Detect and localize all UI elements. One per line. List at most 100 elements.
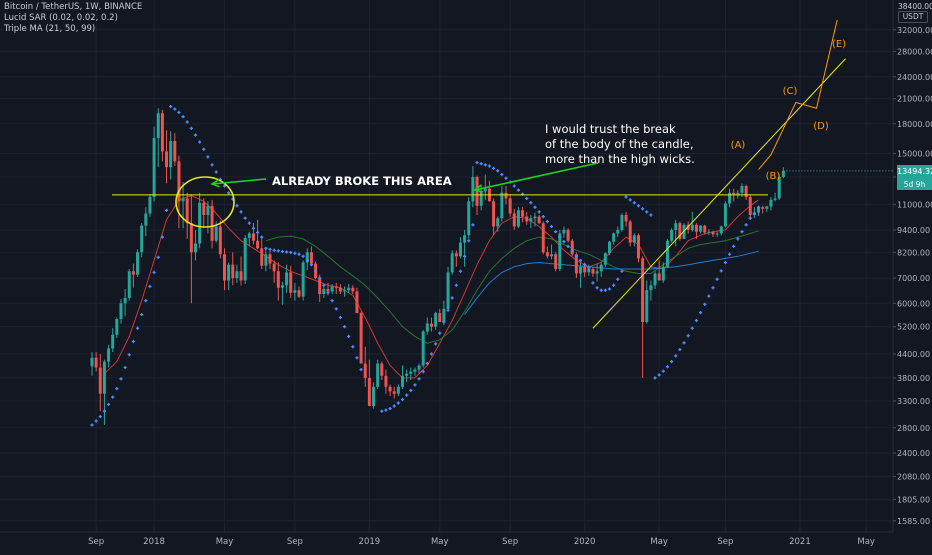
- sar-dot: [276, 249, 280, 253]
- candle: [595, 263, 599, 282]
- currency-unit[interactable]: USDT: [898, 11, 928, 23]
- sar-dot: [318, 276, 322, 280]
- time-tick-label: May: [216, 537, 234, 547]
- candle: [566, 228, 570, 243]
- candle: [210, 199, 214, 249]
- candle-body: [541, 223, 545, 253]
- sar-dot: [670, 359, 674, 364]
- candle-body: [173, 141, 177, 162]
- candle: [492, 198, 496, 236]
- parabolic-sar: [90, 104, 761, 427]
- candle-body: [533, 216, 537, 219]
- wave-e-label: (E): [832, 39, 846, 50]
- candle-body: [699, 225, 703, 232]
- candle: [148, 194, 152, 217]
- candle: [202, 198, 206, 229]
- trust-break-arrow[interactable]: [473, 162, 599, 193]
- sar-dot: [405, 393, 409, 397]
- sar-dot: [661, 369, 665, 373]
- price-tick-label: 28000.00: [897, 48, 932, 57]
- candle-body: [376, 363, 380, 387]
- candle: [98, 353, 102, 412]
- candle: [243, 235, 247, 285]
- trendline[interactable]: [592, 58, 846, 329]
- candle: [579, 262, 583, 288]
- candle: [343, 286, 347, 297]
- sar-dot: [417, 377, 421, 381]
- candle-body: [347, 287, 351, 291]
- candle-body: [318, 278, 322, 295]
- candle-body: [136, 252, 140, 275]
- candle-body: [127, 271, 131, 298]
- broke-area-arrow[interactable]: [210, 178, 267, 188]
- legend-sar[interactable]: Lucid SAR (0.02, 0.02, 0.2): [4, 13, 118, 23]
- candle-body: [140, 225, 144, 253]
- candle-body: [653, 273, 657, 286]
- candle: [529, 215, 533, 229]
- chart-legend: Bitcoin / TetherUS, 1W, BINANCE Lucid SA…: [4, 2, 142, 35]
- candle: [123, 288, 127, 317]
- candle-body: [256, 240, 260, 249]
- candle: [645, 280, 649, 324]
- candle: [707, 229, 711, 236]
- sar-dot: [243, 216, 247, 220]
- candle: [156, 108, 160, 168]
- sar-dot: [645, 210, 649, 214]
- candle-body: [293, 290, 297, 293]
- sar-dot: [169, 104, 173, 109]
- sar-dot: [247, 221, 251, 225]
- sar-dot: [251, 226, 256, 230]
- highlight-ellipse[interactable]: [175, 176, 235, 228]
- candle: [181, 182, 185, 229]
- time-axis[interactable]: Sep 2018 May Sep 2019 May Sep 2020 May Sep 2021 May: [0, 531, 893, 547]
- candle-body: [330, 286, 334, 292]
- candle-body: [670, 229, 674, 241]
- candle: [744, 184, 748, 200]
- elliott-wave-path[interactable]: [758, 19, 838, 170]
- candle: [591, 266, 595, 277]
- broke-area-arrow-shaft: [211, 178, 267, 185]
- sar-dot: [131, 339, 135, 344]
- candle: [454, 250, 458, 267]
- candle-body: [280, 285, 284, 288]
- price-tick-label: 5200.00: [897, 323, 930, 332]
- sar-dot: [355, 356, 359, 360]
- sar-dot: [222, 184, 227, 188]
- candle: [256, 219, 260, 250]
- sar-dot: [148, 284, 152, 289]
- candle-body: [218, 226, 222, 255]
- sar-dot: [198, 140, 202, 144]
- sar-dot: [206, 155, 210, 159]
- legend-symbol[interactable]: Bitcoin / TetherUS, 1W, BINANCE: [4, 2, 143, 12]
- candle: [694, 223, 698, 239]
- legend-ma[interactable]: Triple MA (21, 50, 99): [4, 24, 96, 34]
- currency-badge[interactable]: 38400.00 USDT: [898, 3, 932, 23]
- candle-body: [409, 371, 413, 374]
- user-drawings[interactable]: ALREADY BROKE THIS AREA I would trust the…: [112, 19, 893, 329]
- sar-dot: [450, 296, 454, 300]
- candle: [719, 225, 723, 236]
- candle-body: [545, 252, 549, 257]
- candle: [421, 329, 425, 368]
- sar-dot: [127, 353, 131, 357]
- candle: [107, 344, 111, 368]
- candle-body: [492, 201, 496, 227]
- sar-dot: [115, 386, 119, 391]
- sar-dot: [570, 249, 574, 253]
- price-tick-label: 24000.00: [897, 73, 932, 82]
- sar-dot: [616, 277, 620, 281]
- sar-dot: [347, 334, 351, 338]
- sar-dot: [334, 307, 338, 311]
- sar-dot: [471, 223, 475, 227]
- sar-dot: [554, 230, 558, 234]
- time-tick-label: 2018: [143, 537, 165, 547]
- candle-body: [90, 357, 94, 367]
- sar-dot: [413, 383, 417, 387]
- wave-d-label: (D): [813, 121, 829, 132]
- sar-dot: [632, 201, 636, 205]
- sar-dot: [529, 201, 533, 205]
- candle: [268, 250, 272, 270]
- sar-dot: [160, 235, 164, 239]
